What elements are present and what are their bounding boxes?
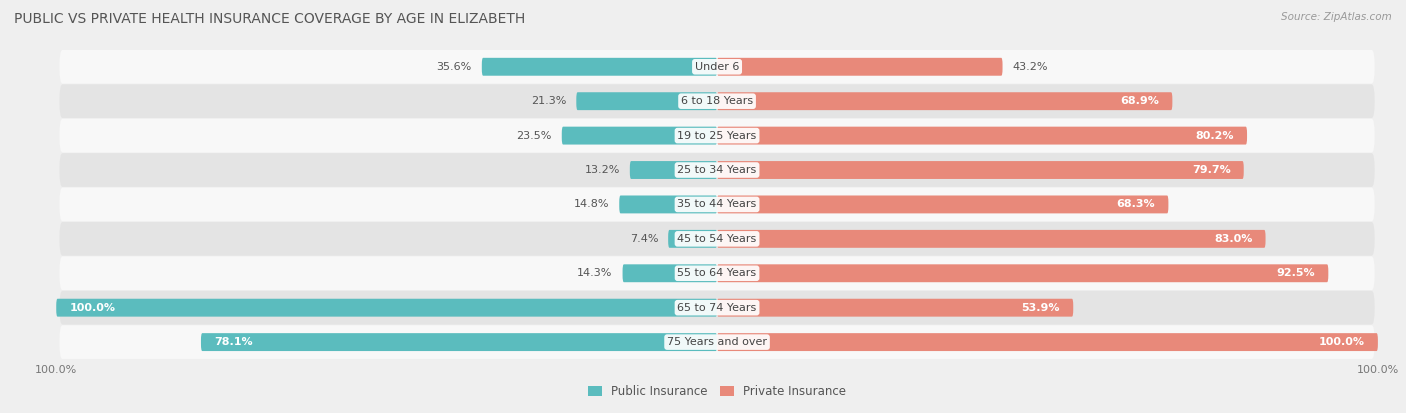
Text: 53.9%: 53.9% [1022, 303, 1060, 313]
Text: 92.5%: 92.5% [1277, 268, 1315, 278]
Legend: Public Insurance, Private Insurance: Public Insurance, Private Insurance [583, 380, 851, 403]
Text: Source: ZipAtlas.com: Source: ZipAtlas.com [1281, 12, 1392, 22]
FancyBboxPatch shape [576, 92, 717, 110]
FancyBboxPatch shape [717, 230, 1265, 248]
Text: 45 to 54 Years: 45 to 54 Years [678, 234, 756, 244]
FancyBboxPatch shape [59, 84, 1375, 118]
FancyBboxPatch shape [623, 264, 717, 282]
Text: 13.2%: 13.2% [585, 165, 620, 175]
Text: 68.9%: 68.9% [1121, 96, 1159, 106]
Text: 79.7%: 79.7% [1192, 165, 1230, 175]
Text: 14.3%: 14.3% [578, 268, 613, 278]
Text: 100.0%: 100.0% [1319, 337, 1365, 347]
FancyBboxPatch shape [717, 264, 1329, 282]
Text: 68.3%: 68.3% [1116, 199, 1156, 209]
Text: 23.5%: 23.5% [516, 131, 551, 140]
Text: PUBLIC VS PRIVATE HEALTH INSURANCE COVERAGE BY AGE IN ELIZABETH: PUBLIC VS PRIVATE HEALTH INSURANCE COVER… [14, 12, 526, 26]
FancyBboxPatch shape [717, 161, 1244, 179]
Text: 7.4%: 7.4% [630, 234, 658, 244]
FancyBboxPatch shape [619, 195, 717, 214]
Text: 19 to 25 Years: 19 to 25 Years [678, 131, 756, 140]
Text: 83.0%: 83.0% [1213, 234, 1253, 244]
Text: Under 6: Under 6 [695, 62, 740, 72]
Text: 100.0%: 100.0% [69, 303, 115, 313]
Text: 6 to 18 Years: 6 to 18 Years [681, 96, 754, 106]
Text: 65 to 74 Years: 65 to 74 Years [678, 303, 756, 313]
Text: 43.2%: 43.2% [1012, 62, 1047, 72]
Text: 14.8%: 14.8% [574, 199, 609, 209]
Text: 75 Years and over: 75 Years and over [666, 337, 768, 347]
FancyBboxPatch shape [59, 153, 1375, 187]
FancyBboxPatch shape [717, 195, 1168, 214]
FancyBboxPatch shape [59, 325, 1375, 359]
Text: 78.1%: 78.1% [214, 337, 253, 347]
FancyBboxPatch shape [56, 299, 717, 317]
FancyBboxPatch shape [59, 256, 1375, 290]
Text: 25 to 34 Years: 25 to 34 Years [678, 165, 756, 175]
FancyBboxPatch shape [201, 333, 717, 351]
Text: 55 to 64 Years: 55 to 64 Years [678, 268, 756, 278]
FancyBboxPatch shape [59, 119, 1375, 152]
FancyBboxPatch shape [59, 188, 1375, 221]
FancyBboxPatch shape [59, 291, 1375, 325]
Text: 21.3%: 21.3% [531, 96, 567, 106]
Text: 35 to 44 Years: 35 to 44 Years [678, 199, 756, 209]
FancyBboxPatch shape [668, 230, 717, 248]
FancyBboxPatch shape [630, 161, 717, 179]
FancyBboxPatch shape [717, 92, 1173, 110]
Text: 80.2%: 80.2% [1195, 131, 1234, 140]
FancyBboxPatch shape [717, 58, 1002, 76]
FancyBboxPatch shape [562, 127, 717, 145]
FancyBboxPatch shape [717, 299, 1073, 317]
FancyBboxPatch shape [717, 127, 1247, 145]
FancyBboxPatch shape [482, 58, 717, 76]
FancyBboxPatch shape [717, 333, 1378, 351]
FancyBboxPatch shape [59, 50, 1375, 83]
Text: 35.6%: 35.6% [437, 62, 472, 72]
FancyBboxPatch shape [59, 222, 1375, 256]
